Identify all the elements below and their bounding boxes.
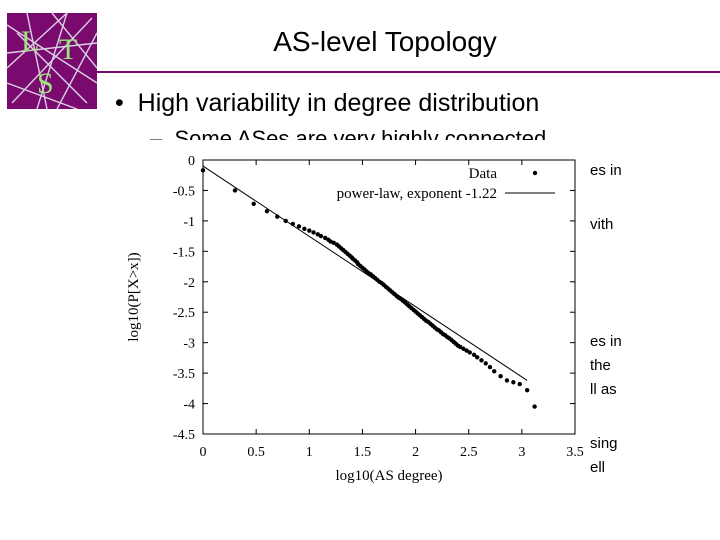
data-point: [517, 381, 522, 387]
y-tick-label: -4.5: [173, 428, 195, 443]
x-tick-label: 3.5: [566, 445, 584, 460]
data-point: [302, 226, 307, 232]
data-point: [479, 358, 484, 363]
data-point: [331, 240, 336, 246]
data-point: [323, 235, 328, 241]
data-point: [492, 369, 497, 374]
data-point: [464, 348, 469, 353]
y-tick-label: -1: [183, 215, 195, 230]
y-tick-label: -4: [183, 398, 195, 413]
y-axis-label: log10(P[X>x]): [126, 252, 142, 341]
slide-title: AS-level Topology: [273, 26, 497, 57]
data-point: [232, 188, 238, 193]
chart-background: [108, 140, 590, 498]
text-fragment: sing: [590, 435, 618, 452]
data-point: [467, 350, 472, 355]
data-point: [458, 344, 463, 350]
data-point: [315, 232, 320, 237]
legend-marker-data: [532, 170, 538, 176]
data-point: [275, 214, 280, 219]
data-point: [307, 228, 312, 233]
x-tick-label: 1: [306, 445, 313, 460]
bullet-1-text: High variability in degree distribution: [137, 89, 540, 117]
text-fragment: vith: [590, 216, 614, 233]
y-tick-label: 0: [188, 154, 195, 169]
logo-letter-l: L: [21, 25, 39, 58]
y-tick-label: -3: [183, 337, 195, 352]
y-tick-label: -2: [183, 276, 195, 291]
data-point: [498, 373, 503, 379]
y-tick-label: -2.5: [173, 306, 195, 321]
x-tick-label: 3: [518, 445, 525, 460]
logo-network-lines: [7, 13, 97, 109]
data-point: [461, 346, 466, 351]
x-tick-label: 0: [200, 445, 207, 460]
data-point: [471, 352, 477, 358]
y-tick-label: -1.5: [173, 245, 195, 260]
text-fragment: es in: [590, 333, 622, 350]
x-tick-label: 1.5: [354, 445, 372, 460]
data-point: [318, 233, 324, 239]
plot-frame: [202, 159, 576, 435]
data-point: [296, 224, 302, 229]
text-fragment: the: [590, 357, 611, 374]
bullet-1: • High variability in degree distributio…: [115, 89, 540, 117]
logo: L T S: [7, 13, 97, 109]
data-point: [251, 201, 256, 207]
text-fragment: ll as: [590, 381, 617, 398]
y-tick-label: -3.5: [173, 367, 195, 382]
data-point: [524, 387, 530, 393]
legend-label-fit: power-law, exponent -1.22: [337, 186, 497, 202]
x-axis-label: log10(AS degree): [335, 468, 442, 484]
data-point: [475, 355, 480, 360]
logo-letter-s: S: [37, 67, 54, 100]
data-point: [264, 208, 270, 214]
data-point: [504, 378, 510, 383]
chart-image: 0 -0.5 -1 -1.5 -2 -2.5 -3 -3.5 -4 -4.5 0 0.5 1 1.5 2 2…: [108, 140, 590, 498]
data-point: [283, 218, 288, 224]
y-tick-label: -0.5: [173, 184, 195, 199]
x-tick-label: 2: [412, 445, 419, 460]
x-tick-label: 2.5: [460, 445, 478, 460]
data-point: [532, 404, 537, 409]
logo-letter-t: T: [59, 33, 77, 66]
data-point: [290, 221, 296, 227]
data-point: [511, 380, 516, 385]
x-tick-label: 0.5: [247, 445, 265, 460]
ccdf-chart: 0 -0.5 -1 -1.5 -2 -2.5 -3 -3.5 -4 -4.5 0 0.5 1 1.5 2 2…: [108, 140, 590, 498]
power-law-fit-line: [202, 165, 528, 381]
text-fragment: es in: [590, 162, 622, 179]
data-point: [483, 361, 488, 366]
data-point: [311, 230, 316, 235]
text-fragment: ell: [590, 459, 606, 476]
data-point: [487, 364, 493, 370]
legend-label-data: Data: [469, 166, 498, 182]
data-point: [200, 168, 206, 173]
title-underline: [97, 71, 720, 73]
